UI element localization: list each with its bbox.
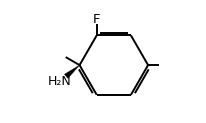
Text: F: F	[93, 13, 101, 26]
Text: H₂N: H₂N	[48, 75, 71, 88]
Polygon shape	[64, 65, 80, 78]
